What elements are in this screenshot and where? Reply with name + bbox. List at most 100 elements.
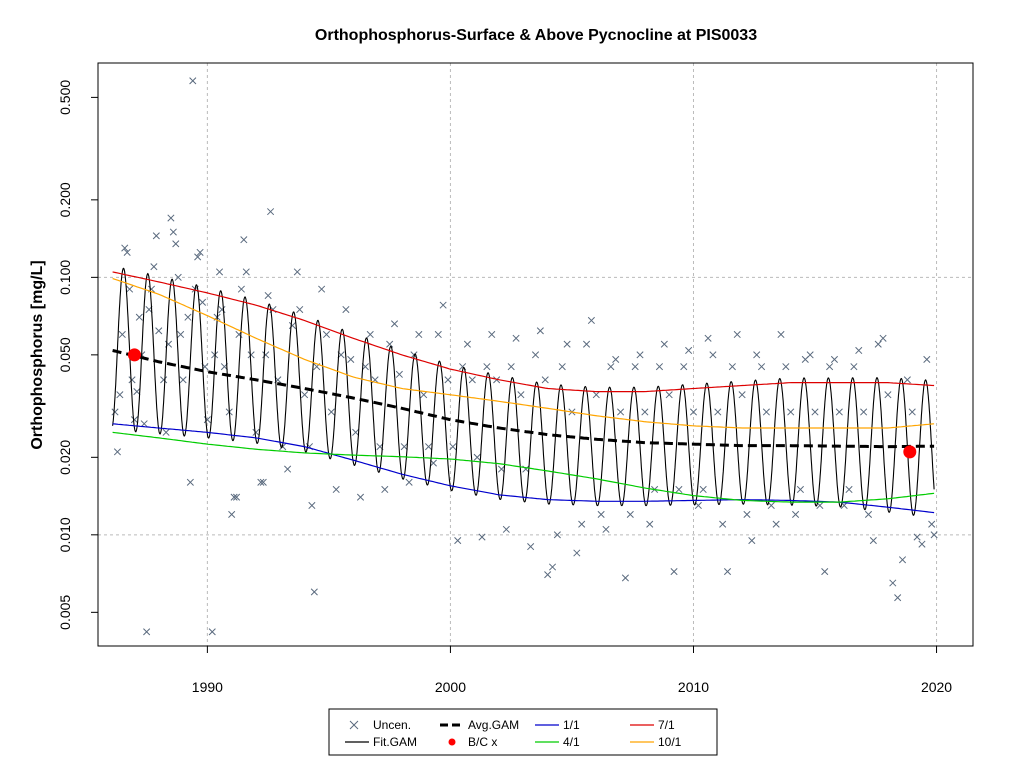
uncensored-point <box>232 493 241 501</box>
uncensored-point <box>541 376 549 384</box>
legend-label-s1: 1/1 <box>563 718 580 732</box>
x-tick-label: 1990 <box>192 679 223 695</box>
uncensored-point <box>782 363 790 371</box>
uncensored-point <box>478 533 486 541</box>
uncensored-point <box>194 253 202 261</box>
uncensored-point <box>527 543 535 551</box>
uncensored-point <box>116 391 124 399</box>
uncensored-point <box>507 363 515 371</box>
uncensored-point <box>174 273 182 281</box>
uncensored-point <box>660 340 668 348</box>
x-tick-label: 2000 <box>435 679 466 695</box>
uncensored-point <box>578 520 586 528</box>
uncensored-point <box>242 268 250 276</box>
uncensored-point <box>172 240 180 248</box>
uncensored-point <box>869 537 877 545</box>
uncensored-point <box>327 408 335 416</box>
uncensored-point <box>405 478 413 486</box>
uncensored-point <box>267 208 275 216</box>
uncensored-point <box>884 391 892 399</box>
uncensored-point <box>918 540 926 548</box>
uncensored-point <box>864 510 873 518</box>
uncensored-point <box>821 568 829 576</box>
series-line-s4 <box>112 431 935 503</box>
uncensored-point <box>390 320 399 328</box>
x-tick-label: 2010 <box>678 679 709 695</box>
uncensored-point <box>167 214 175 222</box>
uncensored-point <box>670 568 678 576</box>
uncensored-point <box>111 408 119 416</box>
series-line-s10 <box>112 277 935 429</box>
uncensored-point <box>723 568 732 576</box>
uncensored-point <box>186 478 194 486</box>
uncensored-point <box>855 346 863 355</box>
uncensored-point <box>288 321 296 330</box>
uncensored-point <box>502 525 510 533</box>
uncensored-point <box>787 408 795 416</box>
uncensored-point <box>587 316 595 325</box>
uncensored-point <box>860 408 868 416</box>
uncensored-point <box>497 465 506 473</box>
uncensored-point <box>347 355 355 363</box>
y-tick-label: 0.500 <box>57 80 73 115</box>
uncensored-point <box>113 448 121 456</box>
uncensored-point <box>636 351 644 359</box>
uncensored-point <box>811 408 819 416</box>
uncensored-point <box>259 478 267 486</box>
uncensored-point <box>230 493 238 501</box>
uncensored-point <box>592 391 600 399</box>
legend-label-fit: Fit.GAM <box>373 735 417 749</box>
uncensored-point <box>444 376 452 384</box>
uncensored-point <box>262 351 270 359</box>
chart-title: Orthophosphorus-Surface & Above Pycnocli… <box>315 27 757 44</box>
uncensored-points <box>111 77 938 636</box>
uncensored-point <box>208 628 216 636</box>
y-tick-label: 0.010 <box>57 517 73 552</box>
uncensored-point <box>152 232 160 240</box>
series-line-s1 <box>112 423 935 514</box>
uncensored-point <box>582 340 591 348</box>
uncensored-point <box>699 485 707 494</box>
uncensored-point <box>179 376 187 384</box>
uncensored-point <box>704 334 712 342</box>
uncensored-point <box>544 571 552 579</box>
uncensored-point <box>753 351 761 359</box>
uncensored-point <box>284 465 292 473</box>
uncensored-point <box>512 334 520 342</box>
uncensored-point <box>748 537 756 545</box>
uncensored-point <box>135 313 143 321</box>
uncensored-point <box>806 351 814 359</box>
legend-swatch-bc <box>448 738 456 746</box>
uncensored-point <box>665 391 673 399</box>
uncensored-point <box>548 563 557 571</box>
uncensored-point <box>553 531 561 539</box>
uncensored-point <box>310 588 318 596</box>
legend-box <box>328 708 718 756</box>
bc-point <box>903 445 917 459</box>
uncensored-point <box>830 355 839 363</box>
uncensored-point <box>563 340 571 348</box>
uncensored-point <box>845 485 853 494</box>
uncensored-point <box>169 228 177 236</box>
y-tick-label: 0.100 <box>57 260 73 295</box>
uncensored-point <box>468 376 476 384</box>
uncensored-point <box>850 363 858 371</box>
uncensored-point <box>879 334 887 342</box>
uncensored-point <box>889 579 897 587</box>
uncensored-point <box>617 408 625 416</box>
uncensored-point <box>709 351 717 359</box>
uncensored-point <box>215 268 224 276</box>
uncensored-point <box>366 330 374 339</box>
uncensored-point <box>293 268 301 276</box>
uncensored-point <box>757 363 766 371</box>
uncensored-point <box>631 363 639 371</box>
uncensored-point <box>767 501 775 510</box>
uncensored-point <box>923 355 931 363</box>
uncensored-point <box>607 363 615 371</box>
series-line-s7 <box>112 271 935 393</box>
legend-swatch-uncen <box>349 720 359 730</box>
uncensored-point <box>400 443 408 451</box>
uncensored-point <box>685 346 693 355</box>
uncensored-point <box>930 531 938 539</box>
uncensored-point <box>342 305 350 314</box>
